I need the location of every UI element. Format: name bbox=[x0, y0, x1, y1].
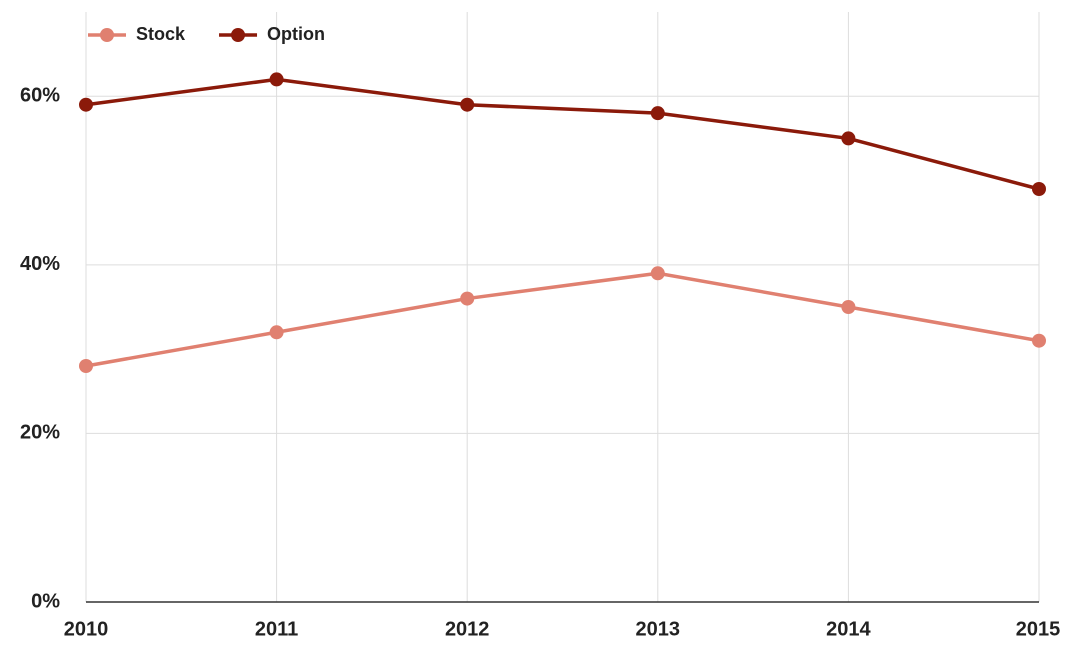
point bbox=[841, 131, 856, 146]
point bbox=[1032, 333, 1046, 348]
legend-marker bbox=[231, 28, 246, 42]
point bbox=[1032, 182, 1046, 196]
point bbox=[841, 300, 856, 314]
y-tick-label: 60% bbox=[20, 85, 60, 107]
legend-marker bbox=[100, 28, 114, 42]
legend-label: Option bbox=[267, 24, 325, 44]
point bbox=[79, 359, 93, 373]
x-tick-label: 2010 bbox=[64, 618, 109, 640]
y-tick-label: 0% bbox=[31, 590, 60, 612]
point bbox=[460, 97, 475, 112]
x-tick-label: 2015 bbox=[1016, 618, 1061, 640]
x-tick-label: 2012 bbox=[445, 618, 490, 640]
point bbox=[269, 325, 284, 340]
y-tick-label: 40% bbox=[20, 253, 60, 275]
x-tick-label: 2011 bbox=[255, 618, 298, 640]
legend-label: Stock bbox=[136, 24, 186, 44]
point bbox=[79, 97, 93, 112]
x-tick-label: 2013 bbox=[636, 618, 681, 640]
point bbox=[460, 291, 475, 306]
x-tick-label: 2014 bbox=[826, 618, 871, 640]
point bbox=[650, 266, 665, 281]
point bbox=[269, 72, 284, 87]
point bbox=[650, 106, 665, 121]
series-line bbox=[85, 271, 1040, 368]
series-line bbox=[85, 77, 1040, 191]
y-tick-label: 20% bbox=[20, 422, 60, 444]
